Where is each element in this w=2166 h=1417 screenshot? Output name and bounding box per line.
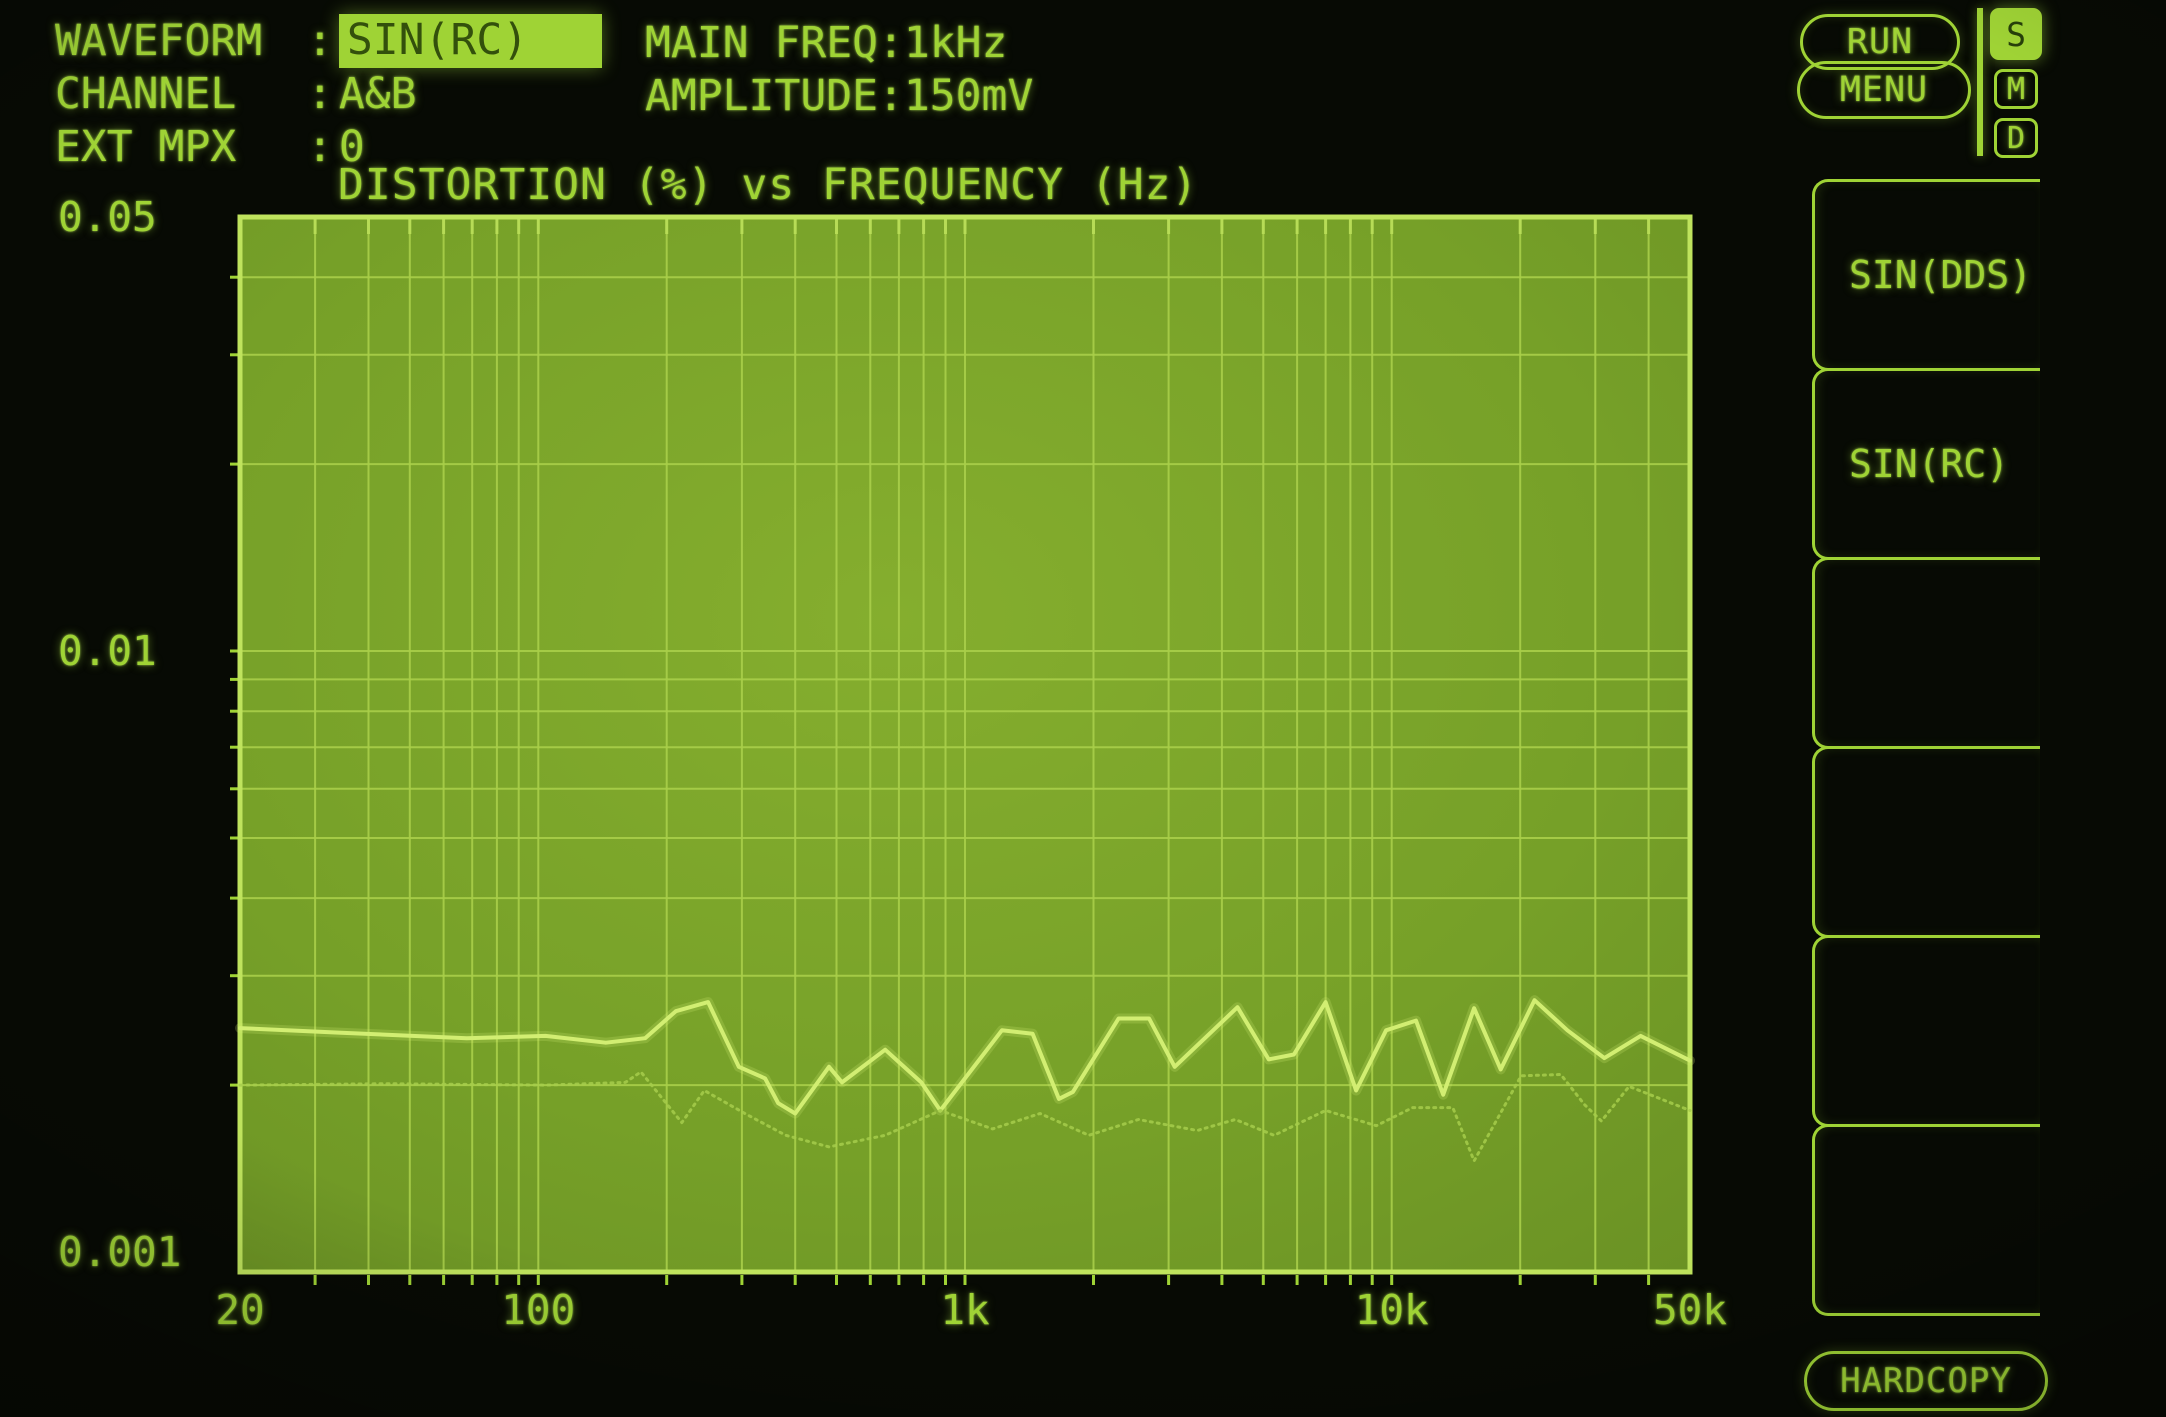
channel-row: CHANNEL: A&B <box>55 67 602 120</box>
y-tick-label: 0.001 <box>58 1228 182 1276</box>
x-tick-label: 1k <box>940 1286 990 1334</box>
distortion-chart <box>225 210 1705 1305</box>
channel-value-field[interactable]: A&B <box>338 68 417 119</box>
x-tick-label: 100 <box>501 1286 576 1334</box>
amplitude-readout: AMPLITUDE:150mV <box>645 69 1033 122</box>
readouts-panel: MAIN FREQ:1kHz AMPLITUDE:150mV <box>645 16 1033 122</box>
separator: : <box>307 15 333 66</box>
settings-panel: WAVEFORM: SIN(RC) CHANNEL: A&B EXT MPX:0 <box>55 13 603 173</box>
main-freq-readout: MAIN FREQ:1kHz <box>645 16 1033 69</box>
softkey-empty-2[interactable] <box>1812 746 2040 938</box>
amplitude-label: AMPLITUDE <box>645 70 878 121</box>
separator: : <box>307 121 333 172</box>
chart-title: DISTORTION (%) vs FREQUENCY (Hz) <box>338 160 1199 210</box>
d-status-badge: D <box>1994 118 2038 158</box>
status-divider <box>1977 8 1983 156</box>
main-freq-value: 1kHz <box>903 17 1008 68</box>
status-badges: S M D <box>1990 8 2042 158</box>
hardcopy-button[interactable]: HARDCOPY <box>1804 1351 2048 1411</box>
softkey-sin-rc[interactable]: SIN(RC) <box>1812 368 2040 560</box>
main-freq-label: MAIN FREQ <box>645 17 878 68</box>
channel-label: CHANNEL <box>55 68 237 119</box>
waveform-value-field[interactable]: SIN(RC) <box>338 13 603 68</box>
separator: : <box>307 68 333 119</box>
softkey-empty-1[interactable] <box>1812 557 2040 749</box>
m-status-badge: M <box>1994 69 2038 109</box>
softkey-empty-4[interactable] <box>1812 1124 2040 1316</box>
separator: : <box>878 70 904 121</box>
sweep-status-badge: S <box>1990 8 2042 60</box>
softkey-empty-3[interactable] <box>1812 935 2040 1127</box>
x-tick-label: 20 <box>215 1286 265 1334</box>
chart-canvas <box>230 214 1695 1285</box>
x-tick-label: 50k <box>1652 1286 1728 1334</box>
menu-button[interactable]: MENU <box>1797 61 1971 119</box>
waveform-row: WAVEFORM: SIN(RC) <box>55 13 603 68</box>
softkey-menu: SIN(DDS) SIN(RC) <box>1812 179 2040 1316</box>
ext-mpx-label: EXT MPX <box>55 121 237 172</box>
y-tick-label: 0.01 <box>58 627 157 676</box>
waveform-label: WAVEFORM <box>55 15 263 66</box>
x-tick-label: 10k <box>1354 1286 1429 1334</box>
separator: : <box>878 17 904 68</box>
softkey-sin-dds[interactable]: SIN(DDS) <box>1812 179 2040 371</box>
amplitude-value: 150mV <box>903 70 1034 121</box>
y-tick-label: 0.05 <box>58 193 157 241</box>
